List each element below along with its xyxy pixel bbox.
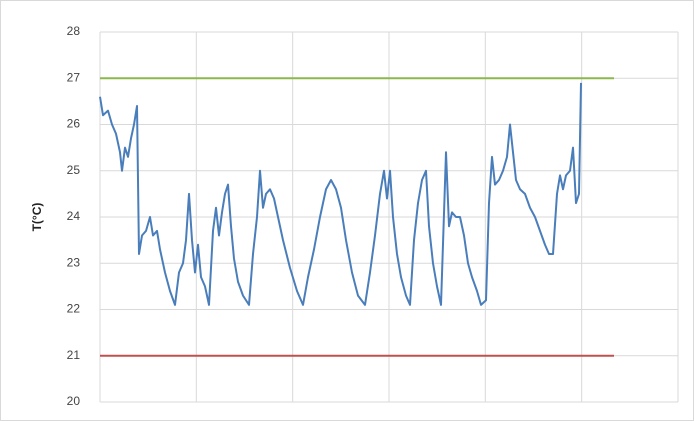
y-tick-label: 24 [67,209,81,223]
y-tick-label: 22 [67,302,81,316]
y-tick-label: 20 [67,394,81,408]
y-tick-label: 23 [67,255,81,269]
y-tick-label: 26 [67,117,81,131]
y-tick-label: 21 [67,348,81,362]
y-tick-label: 28 [67,24,81,38]
y-axis-label: T(°C) [30,203,44,232]
y-tick-label: 25 [67,163,81,177]
y-tick-label: 27 [67,70,81,84]
line-series [99,82,582,306]
